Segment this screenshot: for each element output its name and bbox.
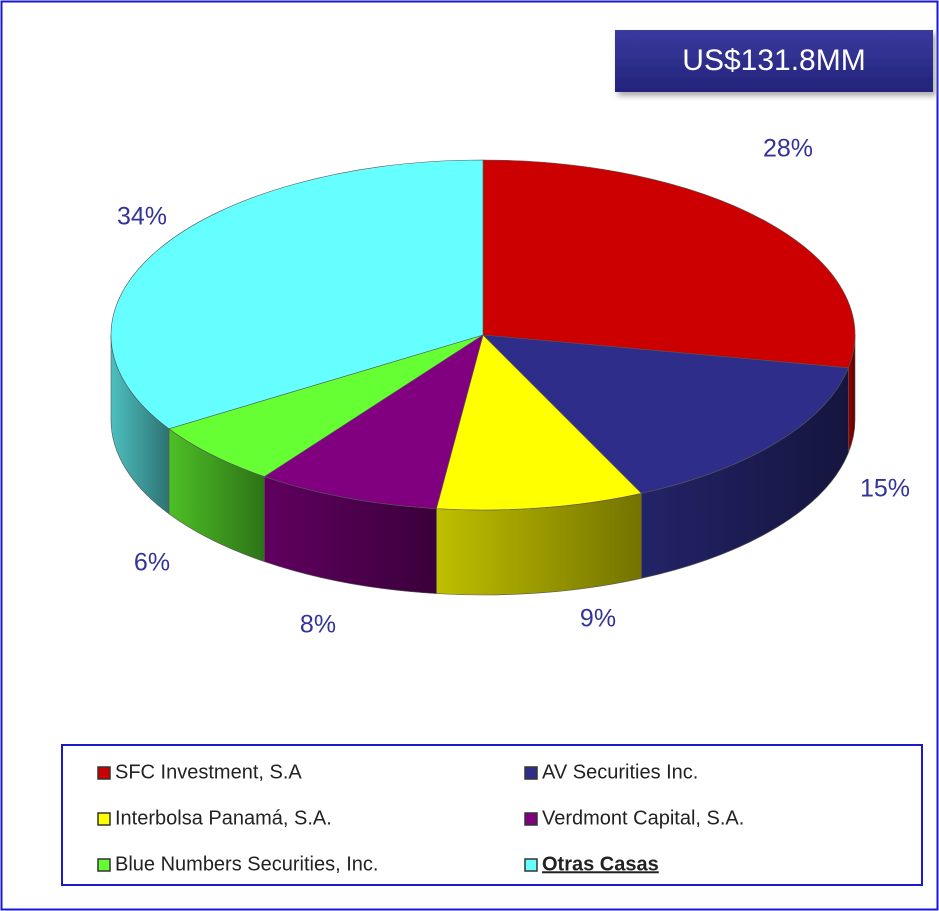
slice [110,159,484,430]
legend-label: Interbolsa Panamá, S.A. [115,807,332,829]
legend-swatch [97,812,111,826]
data-label: 15% [860,475,910,503]
slice [435,334,642,511]
data-label: 9% [580,605,616,633]
slice [263,334,484,509]
pie [110,159,856,596]
data-label: 28% [763,135,813,163]
data-label: 34% [117,203,167,231]
legend-label: SFC Investment, S.A [115,761,302,783]
legend-label[interactable]: Otras Casas [542,853,659,875]
legend-swatch [524,766,538,780]
annotation: US$131.8MM [682,44,865,77]
legend-box [61,744,923,886]
legend-swatch [524,812,538,826]
annotation-box [615,30,933,92]
legend-label: Blue Numbers Securities, Inc. [115,853,378,875]
slice [482,159,856,369]
data-label: 8% [300,611,336,639]
data-label: 6% [134,549,170,577]
legend-swatch [524,858,538,872]
slice [168,334,484,477]
slice [482,334,849,494]
legend-swatch [97,766,111,780]
legend-swatch [97,858,111,872]
legend-label: Verdmont Capital, S.A. [542,807,744,829]
legend-label: AV Securities Inc. [542,761,698,783]
